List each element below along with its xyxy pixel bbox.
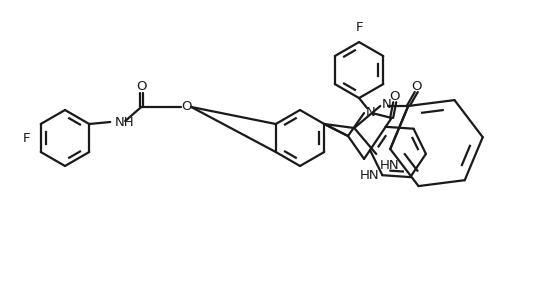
Text: O: O <box>411 79 421 92</box>
Text: N: N <box>366 106 376 119</box>
Text: HN: HN <box>380 159 400 172</box>
Text: NH: NH <box>116 115 135 128</box>
Text: O: O <box>136 81 146 94</box>
Text: HN: HN <box>360 169 379 182</box>
Text: F: F <box>355 21 363 34</box>
Text: F: F <box>23 132 30 145</box>
Text: N: N <box>382 98 392 111</box>
Text: O: O <box>389 90 400 103</box>
Text: O: O <box>181 101 191 113</box>
